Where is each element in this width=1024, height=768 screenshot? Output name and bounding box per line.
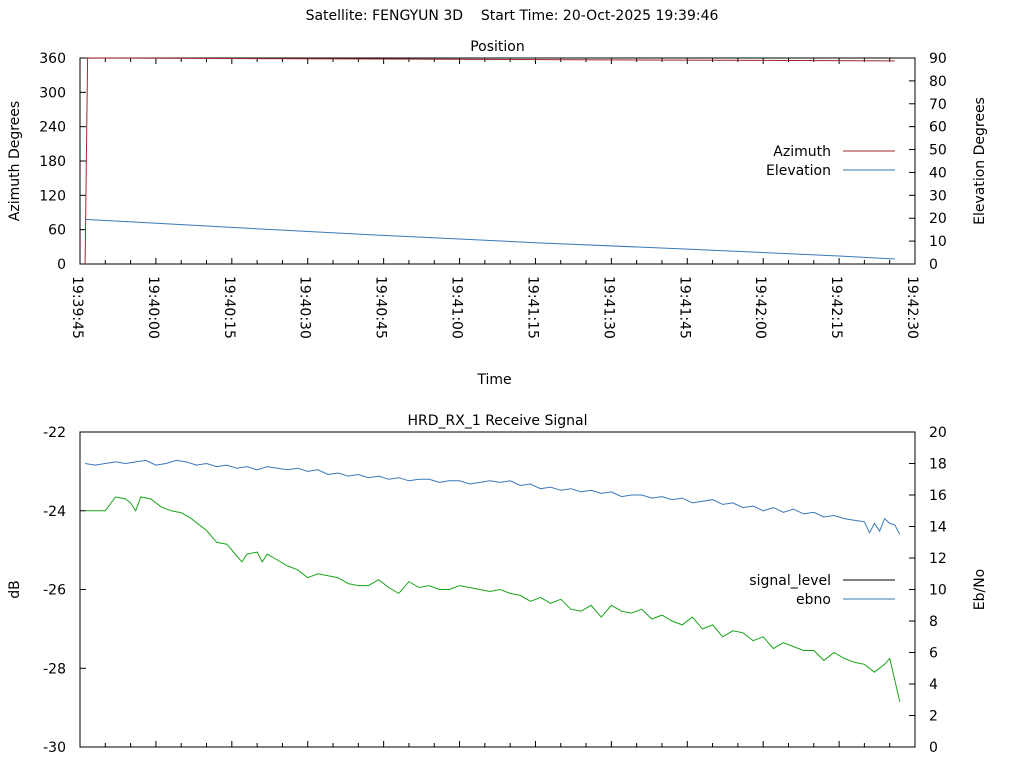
chart1-plot-frame [79,57,916,265]
chart1-y-tick-label: 0 [57,257,66,273]
chart2-y2-tick-label: 14 [929,520,947,536]
chart2-legend-label: signal_level [749,573,831,589]
chart1-x-tick-label: 19:41:45 [676,276,692,339]
chart1-y-tick-label: 300 [39,85,66,101]
chart1-y2-tick-label: 0 [929,257,938,273]
chart1-x-tick-label: 19:40:45 [373,276,389,339]
chart1-y-tick-label: 120 [39,188,66,204]
chart2-legend-label: ebno [796,592,831,608]
chart2-series-ebno-line [85,459,901,535]
chart1-y2-tick-label: 30 [929,188,947,204]
chart1-y-tick-label: 240 [39,120,66,136]
chart1-x-tick-label: 19:42:30 [904,276,920,339]
chart1-x-tick-label: 19:42:00 [752,276,768,339]
chart1-x-tick-label: 19:40:30 [297,276,313,339]
chart1-y-axis-label: Azimuth Degrees [7,101,23,221]
chart1-y2-tick-label: 80 [929,74,947,90]
chart2-y-tick-label: -26 [43,583,66,599]
chart1-x-tick-label: 19:40:00 [145,276,161,339]
chart1-y-tick-label: 60 [48,223,66,239]
chart1-legend-label: Azimuth [773,144,831,160]
chart1-title: Position [470,39,525,55]
chart1-x-tick-label: 19:41:30 [600,276,616,339]
chart2-y2-tick-label: 0 [929,740,938,756]
chart1-series-Azimuth-line [84,57,895,265]
chart1-y2-axis-label: Elevation Degrees [972,97,988,225]
chart1-y2-tick-label: 60 [929,120,947,136]
page-title: Satellite: FENGYUN 3D Start Time: 20-Oct… [0,8,1024,24]
chart2-series-signal_level-line [85,496,901,702]
chart2-y-tick-label: -24 [43,504,66,520]
chart2-title: HRD_RX_1 Receive Signal [408,413,588,429]
chart1-y2-tick-label: 70 [929,97,947,113]
chart2-y-tick-label: -28 [43,661,66,677]
chart1-x-tick-label: 19:41:00 [449,276,465,339]
chart1-y2-tick-label: 20 [929,211,947,227]
chart2-y2-tick-label: 6 [929,646,938,662]
chart1-x-axis-label: Time [476,372,511,388]
chart1-series-Elevation-line [85,218,895,260]
chart2-y2-tick-label: 18 [929,457,947,473]
chart2-y2-axis-label: Eb/No [972,569,988,611]
chart2-y2-tick-label: 16 [929,488,947,504]
chart2-y-tick-label: -30 [43,740,66,756]
chart1-y-tick-label: 180 [39,154,66,170]
chart2-y2-tick-label: 12 [929,551,947,567]
chart1-y2-tick-label: 50 [929,143,947,159]
chart2-y2-tick-label: 4 [929,677,938,693]
chart1-y-tick-label: 360 [39,51,66,67]
chart1-x-tick-label: 19:41:15 [524,276,540,339]
chart1-x-tick-label: 19:39:45 [69,276,85,339]
chart2-y-axis-label: dB [7,580,23,599]
chart2-y2-tick-label: 8 [929,614,938,630]
chart1-y2-tick-label: 10 [929,234,947,250]
chart2-y2-tick-label: 10 [929,583,947,599]
chart1-y2-tick-label: 40 [929,165,947,181]
chart1-legend-label: Elevation [766,163,831,179]
chart2-y-tick-label: -22 [43,425,66,441]
chart2-y2-tick-label: 2 [929,709,938,725]
chart2-y2-tick-label: 20 [929,425,947,441]
start-time-label: Start Time: 20-Oct-2025 19:39:46 [480,8,719,24]
chart1-y2-tick-label: 90 [929,51,947,67]
satellite-label: Satellite: FENGYUN 3D [305,8,464,24]
chart1-x-tick-label: 19:40:15 [221,276,237,339]
chart1-x-tick-label: 19:42:15 [828,276,844,339]
